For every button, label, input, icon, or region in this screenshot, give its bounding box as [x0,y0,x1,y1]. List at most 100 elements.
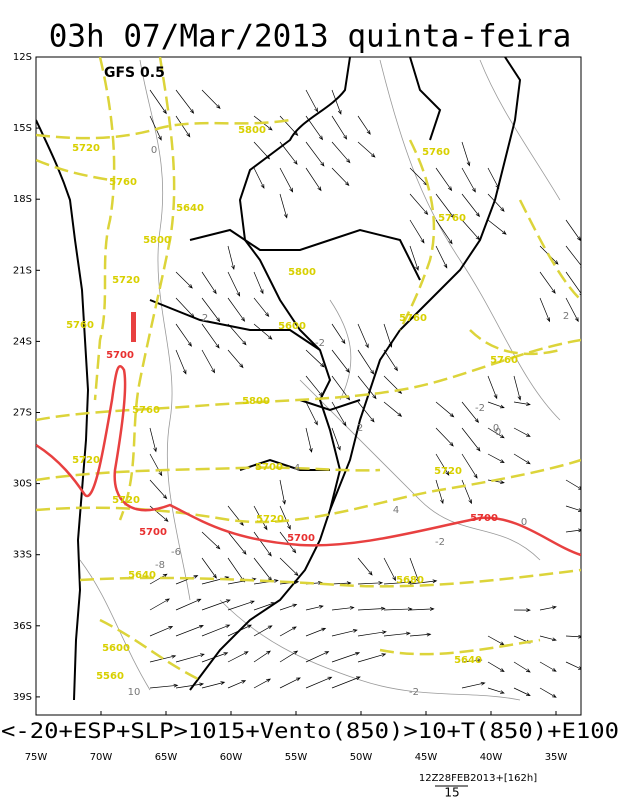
wind-arrow [357,323,369,349]
wind-arrow [201,557,217,579]
thickness-label: 5600 [278,321,306,332]
wind-arrow [461,193,480,218]
temperature-label: 2 [563,311,569,322]
wind-arrow [201,531,221,550]
reference-marker [131,312,136,342]
wind-arrow [305,115,324,141]
wind-arrow [331,323,346,345]
wind-arrow [513,401,531,406]
thickness-label: 5800 [143,235,171,246]
wind-arrow [383,580,413,585]
wind-arrow [279,115,299,137]
thickness-label: 5720 [112,495,140,506]
wind-arrow [227,624,253,637]
wind-arrow [279,167,294,193]
temperature-label: -6 [171,547,181,558]
wind-arrow [435,167,453,192]
temperature-label: -2 [475,403,485,414]
thickness-label: 5640 [176,203,204,214]
wind-arrow [305,651,330,663]
wind-arrow [357,115,371,135]
wind-arrow [487,167,500,190]
wind-arrow [565,245,581,268]
wind-vectors [149,89,581,698]
wind-arrow [331,167,350,187]
wind-arrow [253,141,271,160]
wind-arrow [175,598,202,611]
wind-arrow [331,115,348,140]
wind-arrow [331,581,352,586]
wind-arrow [227,245,235,271]
wind-arrow [279,505,291,530]
wind-arrow [513,661,531,673]
wind-arrow [539,271,556,294]
thickness-label: 5800 [242,396,270,407]
wind-arrow [565,634,581,639]
wind-arrow [253,323,273,340]
reference-label: 5700 [287,533,315,544]
wind-arrow [149,453,163,477]
thickness-label: 5720 [112,275,140,286]
wind-arrow [305,427,313,453]
wind-arrow [409,219,425,244]
wind-arrow [331,629,358,637]
wind-arrow [461,681,486,689]
wind-arrow [487,479,505,484]
wind-arrow [565,479,581,490]
thickness-label: 5760 [66,320,94,331]
temperature-label: 4 [294,463,300,474]
wind-arrow [201,599,231,611]
title: 03h 07/Mar/2013 quinta-feira [49,19,572,55]
reference-contour [36,365,581,557]
thickness-label: 5760 [132,405,160,416]
reference-label: 5700 [470,513,498,524]
caption: <-20+ESP+SLP>1015+Vento(850)>10+T(850)+E… [1,719,618,743]
wind-arrow [565,528,581,533]
coastline [36,57,522,701]
wind-arrow [175,89,195,114]
thickness-label: 5720 [72,455,100,466]
latitude-label: 21S [13,265,32,276]
wind-arrow [175,115,191,138]
wind-arrow [435,427,454,447]
wind-arrow [513,375,522,401]
wind-arrow [357,349,375,375]
wind-arrow [175,575,199,585]
thickness-label: 5720 [256,514,284,525]
latitude-label: 27S [13,408,32,419]
wind-arrow [331,606,355,611]
longitude-label: 50W [350,752,373,763]
wind-arrow [565,661,581,670]
wind-arrow [461,658,483,663]
wind-arrow [435,219,453,245]
wind-arrow [253,271,264,295]
wind-arrow [461,453,478,479]
thickness-label: 5640 [454,655,482,666]
wind-arrow [253,505,268,531]
wind-arrow [357,630,387,637]
wind-arrow [539,297,550,323]
wind-arrow [227,297,246,322]
wind-arrow [409,607,435,611]
temperature-label: 4 [393,505,399,516]
wind-arrow [383,557,396,582]
wind-arrow [201,652,229,663]
wind-arrow [331,349,350,373]
wind-arrow [487,193,505,212]
wind-arrow [357,581,384,585]
wind-arrow [331,89,342,115]
wind-arrow [435,479,444,505]
wind-arrow [487,401,505,409]
wind-arrow [409,193,429,215]
wind-arrow [253,167,265,189]
wind-arrow [539,635,557,642]
temperature-contours [79,59,561,701]
wind-arrow [149,89,167,115]
thickness-label: 5760 [422,147,450,158]
wind-arrow [175,682,205,689]
wind-arrow [279,603,298,611]
latitude-label: 12S [13,52,32,63]
wind-arrow [201,624,231,637]
wind-arrow [279,531,297,554]
temperature-label: -2 [315,338,325,349]
